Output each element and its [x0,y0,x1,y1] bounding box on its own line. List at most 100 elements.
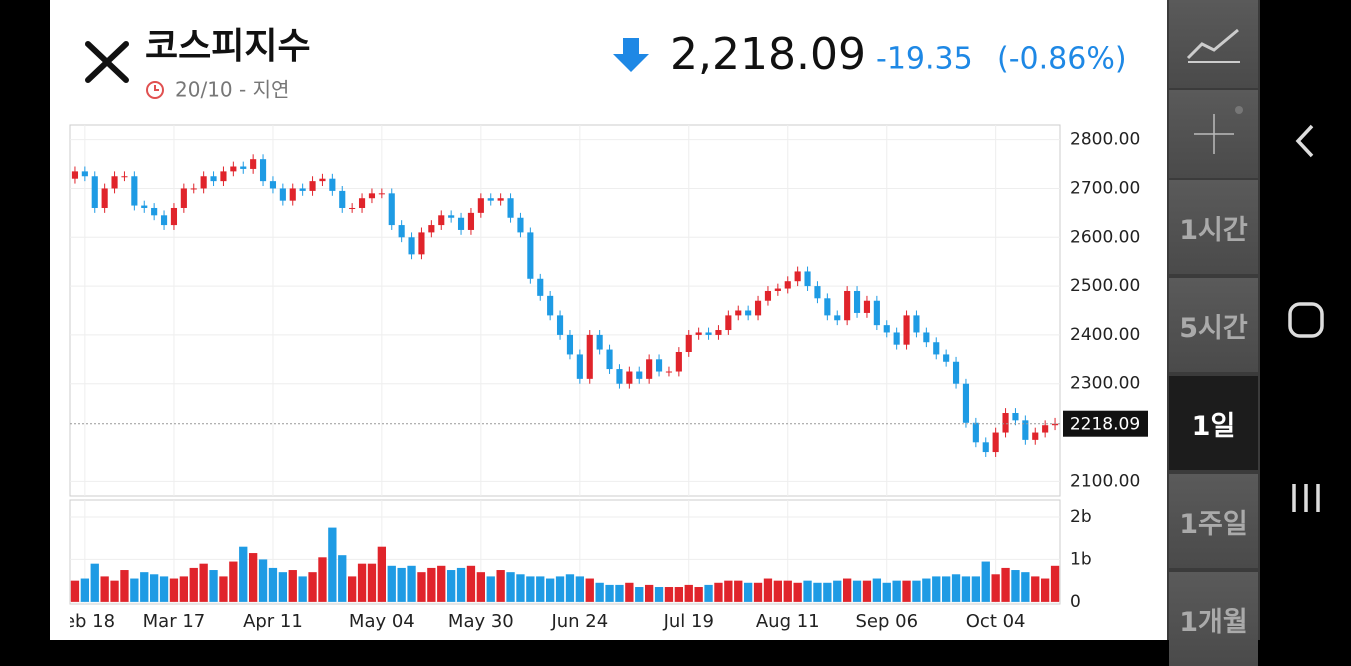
volume-bar [130,578,139,602]
change-pct: (-0.86%) [997,42,1127,77]
volume-bar [951,574,961,602]
status: 20/10 - 지연 [175,78,289,102]
candle-body [952,361,960,384]
candle-body [1042,425,1049,433]
x-tick-label: Jun 24 [550,611,608,632]
volume-bar [971,576,981,602]
clock-icon [146,81,164,99]
candle-body [735,310,742,316]
candle-body [438,215,445,226]
close-button[interactable] [85,41,129,83]
volume-bar [545,578,555,602]
volume-bar [347,576,357,602]
candle-body [725,315,732,331]
volume-bar [70,580,80,602]
volume-bar [902,580,911,602]
volume-bar [397,567,406,602]
volume-bar [724,580,733,602]
line-chart-icon [1186,28,1240,63]
candle-body [358,198,366,208]
timeframe-button[interactable]: 1시간 [1169,180,1258,274]
candle-body [883,325,890,333]
candle-body [1002,413,1009,433]
timeframe-button[interactable]: 1일 [1169,376,1258,470]
candle-body [378,193,385,195]
candle-body [814,286,821,299]
candle-body [467,212,475,230]
candle-body [576,354,583,379]
candle-body [368,193,376,199]
volume-bar [872,578,882,602]
candle-body [1022,420,1029,440]
volume-bar [1021,572,1030,602]
x-tick-label: May 04 [349,611,415,632]
y-tick-label: 2100.00 [1070,471,1140,491]
volume-bar [248,553,258,602]
candle-body [230,166,237,172]
candle-body [547,295,554,316]
volume-bar [229,561,238,602]
volume-bar [625,582,634,602]
candle-body [962,383,970,423]
candle-body [834,315,841,321]
candle-body [943,354,950,362]
volume-bar [912,580,921,602]
candle-body [933,342,940,355]
candle-body [665,371,673,373]
y-tick-label: 2300.00 [1070,374,1140,394]
volume-bar [268,567,278,602]
x-tick-label: Oct 04 [966,611,1026,632]
back-button[interactable] [1295,124,1314,158]
volume-bar [734,580,743,602]
home-button[interactable] [1288,302,1324,338]
volume-bar [991,574,1000,602]
candle-body [556,315,564,335]
candle-body [853,290,861,313]
nav-bar [1288,124,1324,512]
volume-bar [882,582,891,602]
chart-type-button[interactable] [1169,0,1258,88]
volume-bar [377,546,387,602]
candle-body [349,207,356,209]
volume-bar [753,582,763,602]
candle-body [269,181,277,189]
volume-bar [743,582,753,602]
candle-body [863,300,871,313]
candle-body [487,198,494,201]
candle-body [745,310,752,316]
volume-bar [1040,578,1050,602]
candle-body [705,332,712,335]
candle-body [626,371,633,384]
candle-body [982,442,989,453]
candle-body [160,215,168,226]
recents-button[interactable] [1292,484,1320,512]
candle-body [91,176,98,208]
candle-body [784,281,791,289]
change: -19.35 [876,42,973,77]
candle-body [695,332,702,335]
volume-bar [80,578,90,602]
volume-bar [318,557,327,602]
candle-body [873,300,880,326]
candle-body [537,278,544,296]
volume-bar [961,576,971,602]
candle-body [774,288,781,291]
volume-bar [278,572,288,602]
candle-body [527,232,534,279]
candle-body [220,171,227,182]
y-tick-label: 2700.00 [1070,178,1140,198]
volume-bar [526,576,535,602]
volume-bar [427,567,436,602]
volume-bar [407,565,416,602]
timeframe-button[interactable]: 1주일 [1169,474,1258,568]
timeframe-button[interactable]: 1개월 [1169,572,1258,666]
timeframe-button[interactable]: 5시간 [1169,278,1258,372]
volume-frame [69,499,1061,605]
candle-body [754,300,762,316]
volume-bar [288,570,297,602]
crosshair-button[interactable] [1169,90,1258,178]
volume-bar [922,578,931,602]
candle-body [646,359,653,379]
candle-body [339,190,346,208]
crosshair-icon [1193,106,1243,154]
